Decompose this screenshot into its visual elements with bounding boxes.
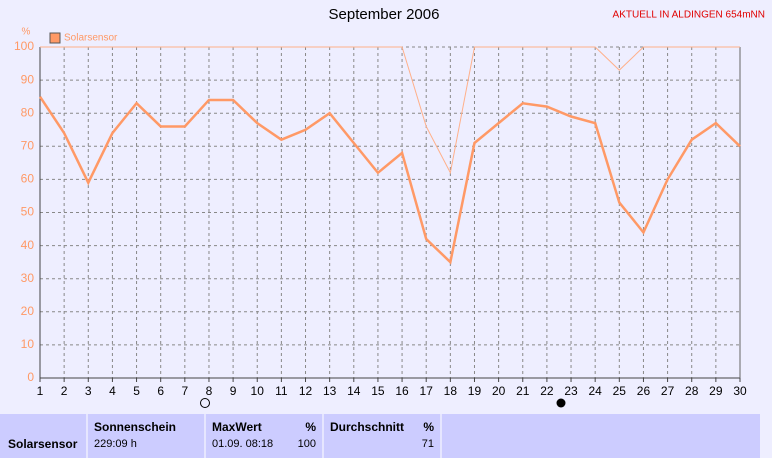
row-label: Solarsensor	[8, 437, 78, 451]
data-line	[38, 95, 741, 265]
legend-swatch	[49, 32, 61, 44]
x-tick-label: 8	[206, 384, 213, 398]
x-tick-label: 19	[468, 384, 482, 398]
x-tick-label: 16	[395, 384, 409, 398]
y-tick-label: 50	[21, 205, 35, 219]
legend-label: Solarsensor	[64, 33, 118, 44]
annotation: AKTUELL IN ALDINGEN 654mNN	[613, 10, 765, 21]
header: MaxWert	[212, 420, 262, 434]
cell: 01.09. 08:18	[212, 438, 273, 450]
x-tick-label: 12	[299, 384, 313, 398]
stats-table	[0, 414, 760, 458]
x-tick-label: 27	[661, 384, 675, 398]
x-tick-label: 18	[444, 384, 458, 398]
series	[38, 46, 741, 265]
x-tick-label: 25	[613, 384, 627, 398]
x-tick-label: 23	[564, 384, 578, 398]
x-tick-label: 2	[61, 384, 68, 398]
moon-icon	[200, 398, 210, 408]
x-tick-label: 11	[275, 384, 288, 398]
x-tick-label: 22	[540, 384, 554, 398]
x-tick-label: 14	[347, 384, 361, 398]
data-line	[40, 46, 740, 175]
x-tick-label: 20	[492, 384, 506, 398]
unit: %	[305, 420, 316, 434]
y-tick-label: 80	[21, 105, 35, 119]
x-tick-label: 26	[637, 384, 651, 398]
moon-icon	[556, 398, 566, 408]
header: Sonnenschein	[94, 420, 176, 434]
cell: 71	[422, 438, 434, 450]
x-tick-label: 9	[230, 384, 237, 398]
chart-title: September 2006	[329, 6, 440, 23]
y-tick-label: 20	[21, 304, 35, 318]
y-tick-label: 60	[21, 172, 35, 186]
x-tick-label: 5	[133, 384, 140, 398]
x-tick-label: 1	[37, 384, 44, 398]
x-tick-label: 21	[516, 384, 530, 398]
y-tick-label: 40	[21, 238, 35, 252]
x-tick-label: 17	[420, 384, 434, 398]
unit: %	[423, 420, 434, 434]
x-tick-label: 6	[157, 384, 164, 398]
x-tick-label: 29	[709, 384, 723, 398]
cell: 100	[298, 438, 316, 450]
y-tick-label: 30	[21, 271, 35, 285]
y-tick-label: 10	[21, 337, 35, 351]
grid	[39, 46, 741, 379]
cell: 229:09 h	[94, 438, 137, 450]
x-tick-label: 15	[371, 384, 385, 398]
x-tick-label: 30	[733, 384, 747, 398]
x-tick-label: 4	[109, 384, 116, 398]
y-tick-label: 100	[14, 39, 34, 53]
header: Durchschnitt	[330, 420, 404, 434]
x-tick-label: 3	[85, 384, 92, 398]
x-tick-label: 10	[251, 384, 265, 398]
y-tick-label: 70	[21, 138, 35, 152]
y-tick-label: 90	[21, 72, 35, 86]
x-tick-label: 28	[685, 384, 699, 398]
x-tick-label: 13	[323, 384, 337, 398]
x-tick-label: 7	[181, 384, 188, 398]
y-axis-label: %	[22, 27, 31, 38]
y-tick-label: 0	[27, 370, 34, 384]
x-tick-label: 24	[588, 384, 602, 398]
